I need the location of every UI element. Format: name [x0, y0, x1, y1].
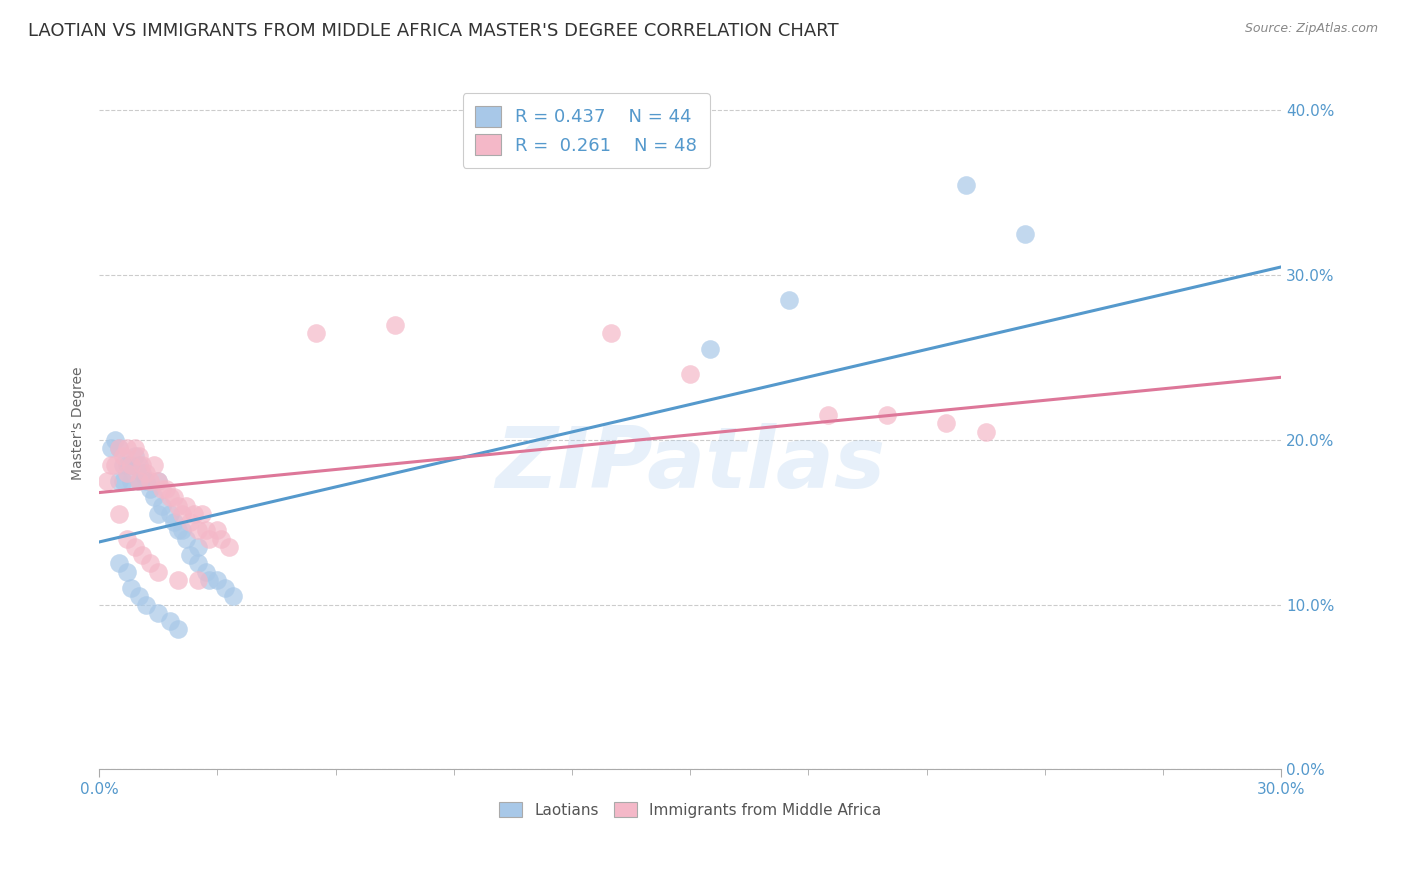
Point — [187, 557, 209, 571]
Point — [207, 573, 229, 587]
Point — [174, 499, 197, 513]
Point — [163, 515, 186, 529]
Point — [148, 474, 170, 488]
Point — [183, 507, 205, 521]
Point — [384, 318, 406, 332]
Point — [104, 433, 127, 447]
Point — [148, 507, 170, 521]
Point — [148, 474, 170, 488]
Text: LAOTIAN VS IMMIGRANTS FROM MIDDLE AFRICA MASTER'S DEGREE CORRELATION CHART: LAOTIAN VS IMMIGRANTS FROM MIDDLE AFRICA… — [28, 22, 839, 40]
Point — [120, 458, 142, 472]
Point — [159, 491, 181, 505]
Point — [214, 581, 236, 595]
Point — [115, 458, 138, 472]
Point — [150, 483, 173, 497]
Point — [128, 474, 150, 488]
Legend: Laotians, Immigrants from Middle Africa: Laotians, Immigrants from Middle Africa — [494, 796, 887, 824]
Point — [187, 573, 209, 587]
Point — [148, 565, 170, 579]
Point — [131, 466, 153, 480]
Point — [974, 425, 997, 439]
Point — [135, 474, 157, 488]
Point — [209, 532, 232, 546]
Point — [108, 441, 131, 455]
Point — [222, 590, 245, 604]
Point — [115, 532, 138, 546]
Point — [131, 548, 153, 562]
Point — [124, 450, 146, 464]
Point — [120, 474, 142, 488]
Point — [198, 532, 221, 546]
Point — [817, 408, 839, 422]
Point — [699, 343, 721, 357]
Point — [120, 458, 142, 472]
Point — [111, 458, 134, 472]
Point — [135, 598, 157, 612]
Point — [124, 540, 146, 554]
Point — [170, 524, 193, 538]
Point — [128, 450, 150, 464]
Point — [128, 590, 150, 604]
Point — [108, 474, 131, 488]
Point — [108, 557, 131, 571]
Point — [167, 622, 190, 636]
Point — [155, 483, 177, 497]
Point — [124, 441, 146, 455]
Point — [190, 507, 212, 521]
Point — [111, 474, 134, 488]
Point — [111, 450, 134, 464]
Point — [600, 326, 623, 340]
Point — [179, 515, 201, 529]
Text: ZIPatlas: ZIPatlas — [495, 424, 886, 507]
Point — [115, 565, 138, 579]
Point — [207, 524, 229, 538]
Point — [679, 367, 702, 381]
Point — [115, 441, 138, 455]
Point — [100, 458, 122, 472]
Point — [198, 573, 221, 587]
Point — [148, 606, 170, 620]
Point — [135, 466, 157, 480]
Point — [120, 581, 142, 595]
Point — [305, 326, 328, 340]
Point — [108, 441, 131, 455]
Point — [108, 507, 131, 521]
Point — [170, 507, 193, 521]
Point — [1014, 227, 1036, 241]
Point — [159, 614, 181, 628]
Point — [131, 458, 153, 472]
Point — [143, 491, 166, 505]
Point — [167, 524, 190, 538]
Point — [159, 507, 181, 521]
Point — [179, 548, 201, 562]
Point — [174, 532, 197, 546]
Point — [115, 466, 138, 480]
Point — [139, 483, 162, 497]
Text: Source: ZipAtlas.com: Source: ZipAtlas.com — [1244, 22, 1378, 36]
Point — [955, 178, 977, 192]
Point — [187, 524, 209, 538]
Point — [167, 499, 190, 513]
Point — [935, 417, 957, 431]
Point — [96, 474, 118, 488]
Point — [194, 565, 217, 579]
Point — [139, 557, 162, 571]
Point — [128, 458, 150, 472]
Point — [167, 573, 190, 587]
Point — [778, 293, 800, 307]
Point — [128, 474, 150, 488]
Point — [876, 408, 898, 422]
Point — [218, 540, 240, 554]
Point — [100, 441, 122, 455]
Point — [150, 499, 173, 513]
Point — [194, 524, 217, 538]
Y-axis label: Master's Degree: Master's Degree — [72, 367, 86, 480]
Point — [143, 458, 166, 472]
Point — [187, 540, 209, 554]
Point — [104, 458, 127, 472]
Point — [139, 474, 162, 488]
Point — [163, 491, 186, 505]
